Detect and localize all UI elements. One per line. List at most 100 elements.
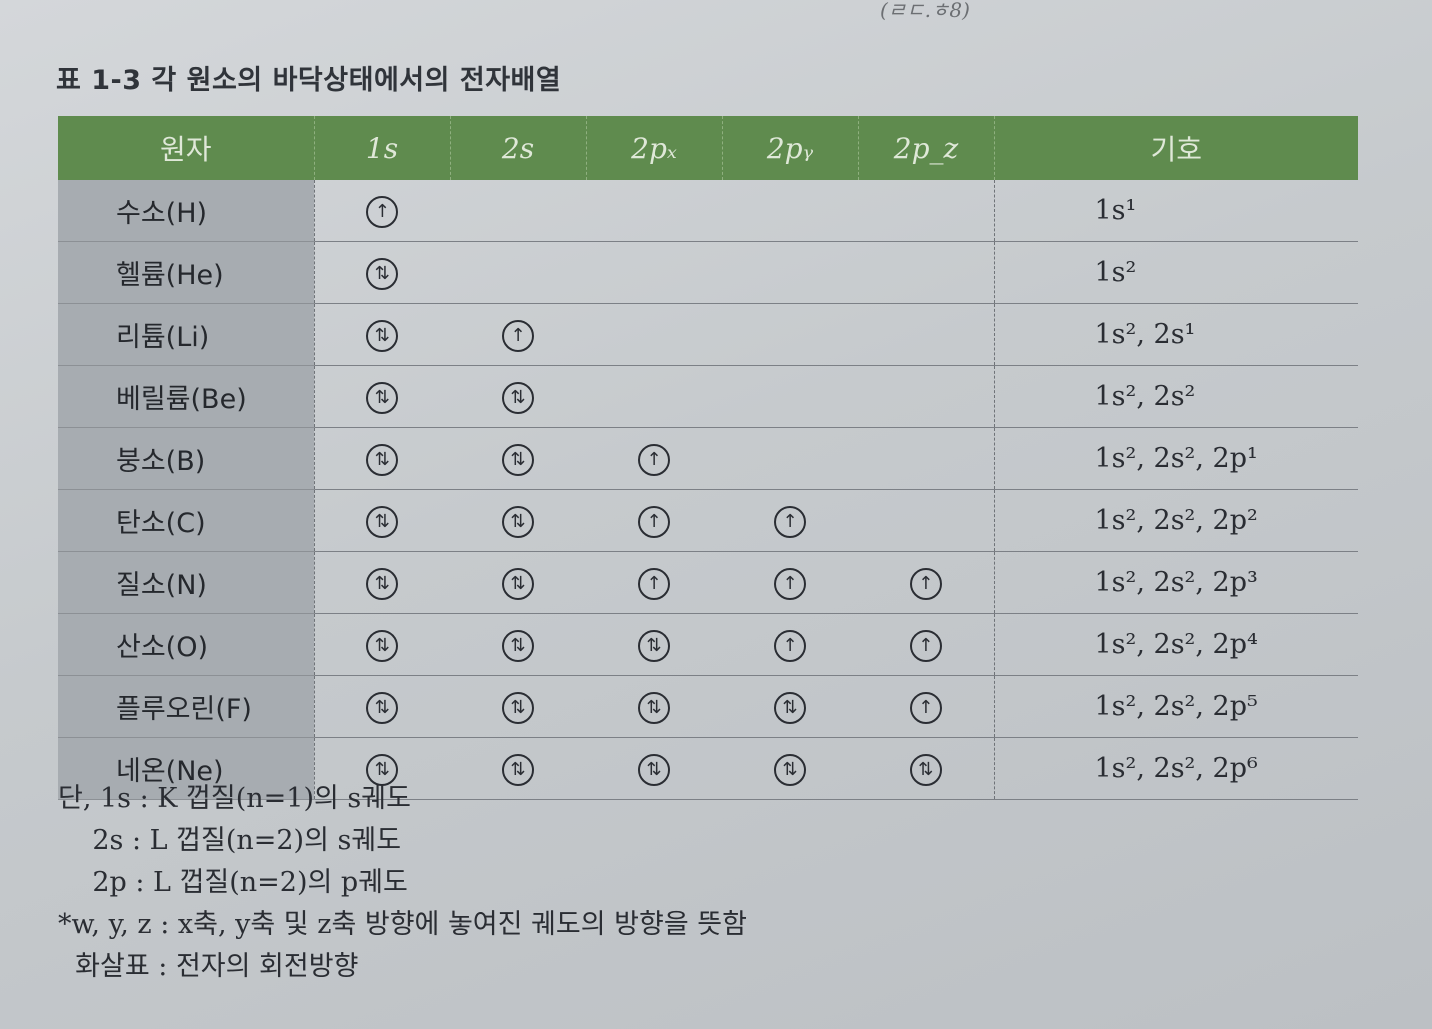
orbital-cell: [450, 241, 586, 304]
configuration-symbol: 1s²: [993, 241, 1358, 304]
element-name: 탄소(C): [58, 489, 315, 552]
configuration-symbol: 1s², 2s²: [993, 365, 1358, 428]
header-row: 원자 1s 2s 2pₓ 2pᵧ 2p_z 기호: [58, 116, 1358, 180]
configuration-symbol: 1s², 2s², 2p²: [993, 489, 1358, 552]
orbital-cell: [722, 365, 858, 428]
configuration-symbol: 1s¹: [993, 180, 1358, 242]
up-spin-icon: ↑: [774, 568, 806, 600]
orbital-cell: ↑: [722, 551, 858, 614]
header-2s: 2s: [450, 116, 587, 180]
orbital-cell: [722, 241, 858, 304]
up-spin-icon: ↑: [502, 320, 534, 352]
orbital-cell: ⇅: [450, 551, 586, 614]
orbital-cell: [722, 180, 858, 242]
element-name: 리튬(Li): [58, 303, 315, 366]
orbital-cell: [450, 180, 586, 242]
orbital-cell: ↑: [450, 303, 586, 366]
orbital-cell: ↑: [586, 489, 722, 552]
table-body: 수소(H) ↑ 1s¹ 헬륨(He) ⇅ 1s² 리튬(Li) ⇅ ↑ 1s², 2s¹ 베릴륨(B…: [58, 180, 1358, 800]
note-axes: *w, y, z : x축, y축 및 z축 방향에 놓여진 궤도의 방향을 뜻…: [58, 909, 747, 940]
configuration-symbol: 1s², 2s², 2p⁴: [993, 613, 1358, 676]
paired-spin-icon: ⇅: [366, 754, 399, 786]
orbital-cell: [722, 303, 858, 366]
orbital-cell: ↑: [586, 551, 722, 614]
paired-spin-icon: ⇅: [638, 692, 670, 724]
table-row: 베릴륨(Be) ⇅ ⇅ 1s², 2s²: [58, 365, 1358, 428]
configuration-symbol: 1s², 2s², 2p¹: [993, 427, 1358, 490]
orbital-cell: [858, 427, 994, 490]
orbital-cell: ↑: [586, 427, 722, 490]
orbital-cell: [858, 489, 994, 552]
orbital-cell: ⇅: [314, 489, 450, 552]
orbital-cell: [858, 241, 994, 304]
orbital-cell: ⇅: [450, 365, 586, 428]
table-row: 리튬(Li) ⇅ ↑ 1s², 2s¹: [58, 303, 1358, 366]
table-caption: 표 1-3 각 원소의 바닥상태에서의 전자배열: [56, 65, 562, 96]
table-row: 산소(O) ⇅ ⇅ ⇅ ↑ ↑ 1s², 2s², 2p⁴: [58, 613, 1358, 676]
orbital-cell: ⇅: [314, 241, 450, 304]
element-name: 산소(O): [58, 613, 315, 676]
orbital-cell: [586, 303, 722, 366]
paired-spin-icon: ⇅: [366, 444, 399, 476]
element-name: 플루오린(F): [58, 675, 315, 738]
paired-spin-icon: ⇅: [502, 630, 534, 662]
table-row: 질소(N) ⇅ ⇅ ↑ ↑ ↑ 1s², 2s², 2p³: [58, 551, 1358, 614]
paired-spin-icon: ⇅: [774, 754, 806, 786]
paired-spin-icon: ⇅: [638, 754, 670, 786]
up-spin-icon: ↑: [638, 506, 670, 538]
orbital-cell: ⇅: [722, 737, 858, 800]
paired-spin-icon: ⇅: [502, 754, 534, 786]
orbital-cell: [586, 365, 722, 428]
up-spin-icon: ↑: [909, 692, 942, 724]
table-row: 탄소(C) ⇅ ⇅ ↑ ↑ 1s², 2s², 2p²: [58, 489, 1358, 552]
orbital-cell: ⇅: [314, 365, 450, 428]
paired-spin-icon: ⇅: [366, 568, 399, 600]
handwritten-note: (ㄹㄷ.ㅎ8): [880, 0, 970, 22]
orbital-cell: ⇅: [450, 675, 586, 738]
note-1s: 단, 1s : K 껍질(n=1)의 s궤도: [58, 783, 411, 814]
orbital-cell: ⇅: [314, 551, 450, 614]
orbital-cell: ⇅: [314, 303, 450, 366]
table-row: 네온(Ne) ⇅ ⇅ ⇅ ⇅ ⇅ 1s², 2s², 2p⁶: [58, 737, 1358, 800]
header-1s: 1s: [314, 116, 451, 180]
configuration-symbol: 1s², 2s², 2p⁶: [993, 737, 1358, 800]
paired-spin-icon: ⇅: [502, 382, 534, 414]
header-2py: 2pᵧ: [722, 116, 859, 180]
element-name: 헬륨(He): [58, 241, 315, 304]
up-spin-icon: ↑: [366, 196, 399, 228]
orbital-cell: ⇅: [314, 613, 450, 676]
orbital-cell: ⇅: [314, 737, 450, 800]
orbital-cell: ⇅: [450, 737, 586, 800]
paired-spin-icon: ⇅: [502, 506, 534, 538]
note-2s: 2s : L 껍질(n=2)의 s궤도: [58, 825, 402, 856]
orbital-cell: [858, 303, 994, 366]
header-atom: 원자: [58, 116, 315, 180]
orbital-cell: [722, 427, 858, 490]
orbital-cell: ⇅: [314, 675, 450, 738]
orbital-cell: ⇅: [314, 427, 450, 490]
table-row: 플루오린(F) ⇅ ⇅ ⇅ ⇅ ↑ 1s², 2s², 2p⁵: [58, 675, 1358, 738]
orbital-cell: [858, 365, 994, 428]
paired-spin-icon: ⇅: [366, 692, 399, 724]
orbital-cell: ⇅: [586, 675, 722, 738]
configuration-symbol: 1s², 2s², 2p⁵: [993, 675, 1358, 738]
orbital-cell: ↑: [858, 613, 994, 676]
configuration-symbol: 1s², 2s¹: [993, 303, 1358, 366]
paired-spin-icon: ⇅: [366, 630, 399, 662]
header-symbol: 기호: [994, 116, 1358, 180]
paired-spin-icon: ⇅: [774, 692, 806, 724]
paired-spin-icon: ⇅: [502, 692, 534, 724]
orbital-cell: ⇅: [450, 427, 586, 490]
up-spin-icon: ↑: [909, 568, 942, 600]
orbital-cell: ⇅: [586, 613, 722, 676]
orbital-cell: ⇅: [450, 613, 586, 676]
orbital-cell: ⇅: [858, 737, 994, 800]
paired-spin-icon: ⇅: [638, 630, 670, 662]
element-name: 네온(Ne): [58, 737, 315, 800]
orbital-cell: [586, 241, 722, 304]
orbital-cell: ⇅: [722, 675, 858, 738]
element-name: 베릴륨(Be): [58, 365, 315, 428]
header-2px: 2pₓ: [586, 116, 723, 180]
orbital-cell: ↑: [722, 613, 858, 676]
